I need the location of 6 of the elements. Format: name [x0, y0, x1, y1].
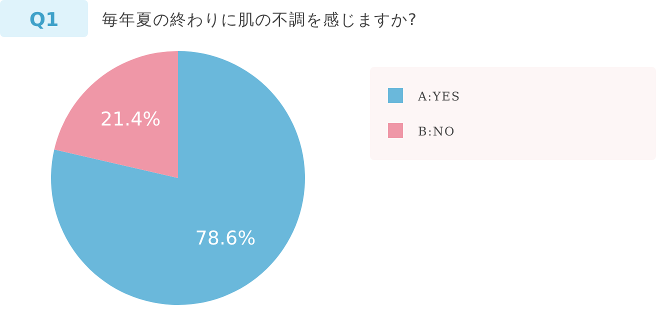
text: Q1	[29, 9, 59, 31]
data-label: 78.6%	[195, 228, 256, 250]
chart-title: 毎年夏の終わりに肌の不調を感じますか?	[102, 10, 418, 29]
data-label: 21.4%	[100, 108, 161, 130]
legend-label: A:YES	[417, 90, 461, 104]
legend-label: B:NO	[418, 124, 456, 138]
